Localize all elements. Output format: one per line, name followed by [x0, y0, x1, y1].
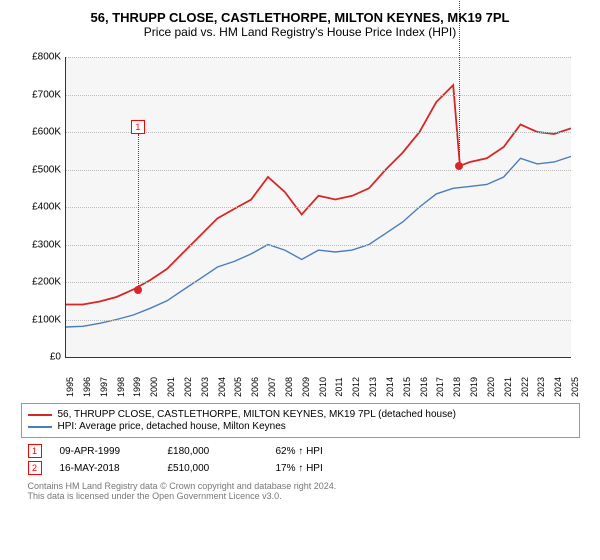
transaction-row-marker: 1	[28, 444, 42, 458]
x-tick-label: 2016	[419, 377, 429, 397]
x-tick-label: 2010	[318, 377, 328, 397]
x-tick-label: 2006	[250, 377, 260, 397]
x-tick-label: 2020	[486, 377, 496, 397]
x-tick-label: 2021	[503, 377, 513, 397]
x-tick-label: 2017	[435, 377, 445, 397]
page-subtitle: Price paid vs. HM Land Registry's House …	[10, 25, 590, 39]
x-tick-label: 2025	[570, 377, 580, 397]
x-tick-label: 2015	[402, 377, 412, 397]
gridline	[66, 245, 571, 246]
legend-item: HPI: Average price, detached house, Milt…	[28, 421, 573, 432]
legend-label: HPI: Average price, detached house, Milt…	[58, 421, 286, 432]
x-tick-label: 2005	[233, 377, 243, 397]
gridline	[66, 207, 571, 208]
transaction-marker: 1	[131, 120, 145, 134]
y-tick-label: £300K	[21, 239, 61, 250]
x-tick-label: 1998	[116, 377, 126, 397]
x-tick-label: 2023	[536, 377, 546, 397]
x-tick-label: 2000	[149, 377, 159, 397]
x-tick-label: 1995	[65, 377, 75, 397]
y-tick-label: £100K	[21, 314, 61, 325]
transaction-dot	[134, 286, 142, 294]
x-tick-label: 2019	[469, 377, 479, 397]
transaction-price: £180,000	[168, 446, 258, 457]
transaction-vline	[138, 134, 139, 290]
series-line	[66, 85, 571, 304]
y-tick-label: £0	[21, 352, 61, 363]
transaction-row: 1 09-APR-1999 £180,000 62% ↑ HPI	[28, 444, 573, 458]
x-tick-label: 2002	[183, 377, 193, 397]
transaction-row: 2 16-MAY-2018 £510,000 17% ↑ HPI	[28, 461, 573, 475]
transaction-row-marker: 2	[28, 461, 42, 475]
transaction-pct: 17% ↑ HPI	[276, 463, 323, 474]
x-tick-label: 2013	[368, 377, 378, 397]
x-tick-label: 2018	[452, 377, 462, 397]
x-axis-labels: 1995199619971998199920002001200220032004…	[65, 359, 570, 389]
legend-item: 56, THRUPP CLOSE, CASTLETHORPE, MILTON K…	[28, 409, 573, 420]
series-line	[66, 156, 571, 327]
x-tick-label: 1999	[132, 377, 142, 397]
x-tick-label: 2004	[217, 377, 227, 397]
transaction-pct: 62% ↑ HPI	[276, 446, 323, 457]
y-tick-label: £200K	[21, 277, 61, 288]
footer-line2: This data is licensed under the Open Gov…	[28, 491, 573, 501]
x-tick-label: 2003	[200, 377, 210, 397]
x-tick-label: 2007	[267, 377, 277, 397]
transaction-dot	[455, 162, 463, 170]
x-tick-label: 1996	[82, 377, 92, 397]
x-tick-label: 2009	[301, 377, 311, 397]
gridline	[66, 320, 571, 321]
legend-swatch	[28, 426, 52, 428]
x-tick-label: 1997	[99, 377, 109, 397]
footer-line1: Contains HM Land Registry data © Crown c…	[28, 481, 573, 491]
legend-label: 56, THRUPP CLOSE, CASTLETHORPE, MILTON K…	[58, 409, 457, 420]
gridline	[66, 170, 571, 171]
page-title: 56, THRUPP CLOSE, CASTLETHORPE, MILTON K…	[10, 10, 590, 25]
plot-area: £0£100K£200K£300K£400K£500K£600K£700K£80…	[65, 57, 571, 358]
x-tick-label: 2024	[553, 377, 563, 397]
y-tick-label: £400K	[21, 202, 61, 213]
gridline	[66, 57, 571, 58]
y-tick-label: £800K	[21, 52, 61, 63]
x-tick-label: 2011	[334, 377, 344, 396]
transaction-list: 1 09-APR-1999 £180,000 62% ↑ HPI 2 16-MAY-201…	[28, 444, 573, 475]
legend: 56, THRUPP CLOSE, CASTLETHORPE, MILTON K…	[21, 403, 580, 438]
transaction-drop-line	[459, 85, 460, 166]
gridline	[66, 282, 571, 283]
x-tick-label: 2014	[385, 377, 395, 397]
transaction-date: 09-APR-1999	[60, 446, 150, 457]
legend-swatch	[28, 414, 52, 416]
y-tick-label: £600K	[21, 127, 61, 138]
y-tick-label: £500K	[21, 164, 61, 175]
chart: £0 £100K £200K £300K £400K £500K £600K £700K £80…	[20, 47, 580, 397]
footer: Contains HM Land Registry data © Crown c…	[28, 481, 573, 501]
x-tick-label: 2022	[520, 377, 530, 397]
x-tick-label: 2001	[166, 377, 176, 397]
x-tick-label: 2012	[351, 377, 361, 397]
x-tick-label: 2008	[284, 377, 294, 397]
gridline	[66, 95, 571, 96]
y-tick-label: £700K	[21, 89, 61, 100]
transaction-date: 16-MAY-2018	[60, 463, 150, 474]
transaction-price: £510,000	[168, 463, 258, 474]
